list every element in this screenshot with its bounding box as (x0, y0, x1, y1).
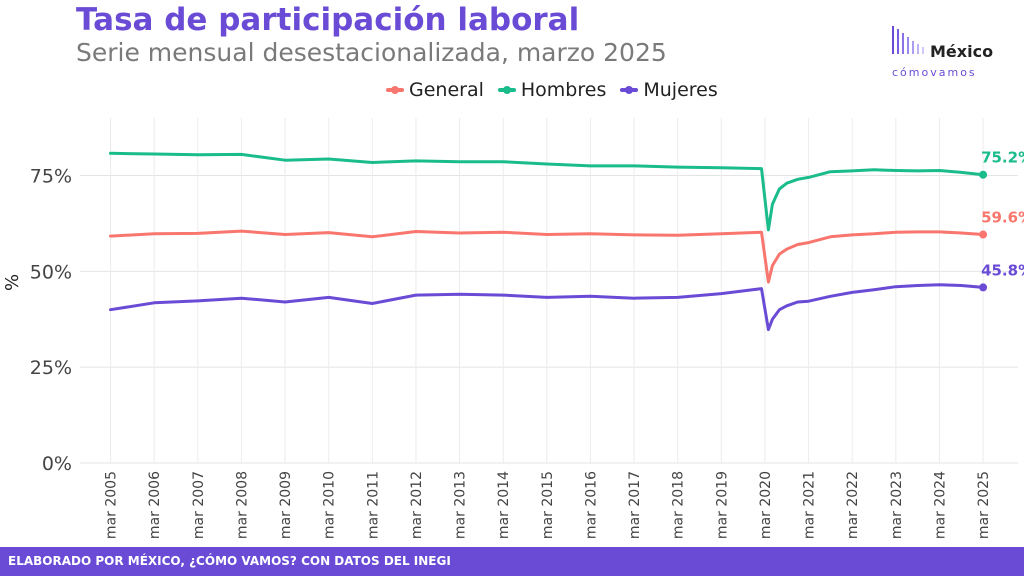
x-tick-label: mar 2021 (802, 471, 818, 539)
x-tick-label: mar 2020 (758, 471, 774, 539)
legend-swatch-mujeres (620, 86, 639, 94)
series-line-mujeres (109, 283, 985, 332)
chart-legend: General Hombres Mujeres (386, 79, 732, 101)
y-tick-label: 25% (30, 357, 72, 379)
series-line-general (109, 229, 985, 284)
x-tick-label: mar 2009 (278, 471, 294, 539)
legend-swatch-hombres (497, 86, 516, 94)
legend-item-hombres: Hombres (497, 79, 607, 101)
series-line-hombres (109, 151, 985, 232)
x-tick-label: mar 2019 (714, 471, 730, 539)
end-point-mujeres (979, 283, 988, 292)
legend-item-mujeres: Mujeres (620, 79, 718, 101)
x-tick-label: mar 2005 (104, 471, 120, 539)
x-tick-label: mar 2014 (496, 471, 512, 539)
legend-label-mujeres: Mujeres (643, 79, 718, 101)
x-tick-label: mar 2008 (234, 471, 250, 539)
logo-text-bottom: cómovamos (892, 66, 977, 79)
line-chart: 0% 25% 50% 75% mar 2005 mar 2006 mar 2007 mar 2… (30, 118, 1024, 539)
footer-credit: ELABORADO POR MÉXICO, ¿CÓMO VAMOS? CON D… (0, 547, 1024, 576)
end-point-hombres (979, 170, 988, 179)
y-tick-label: 0% (42, 453, 72, 475)
end-label-hombres: 75.2% (981, 149, 1024, 167)
x-tick-label: mar 2006 (147, 471, 163, 539)
x-tick-label: mar 2023 (889, 471, 905, 539)
end-label-general: 59.6% (981, 209, 1024, 227)
x-tick-label: mar 2013 (453, 471, 469, 539)
y-tick-label: 50% (30, 261, 72, 283)
x-tick-label: mar 2016 (583, 471, 599, 539)
x-tick-label: mar 2011 (365, 471, 381, 539)
end-label-mujeres: 45.8% (981, 261, 1024, 279)
y-tick-label: 75% (30, 166, 72, 188)
mexico-como-vamos-logo: México cómovamos (890, 22, 1010, 82)
x-tick-label: mar 2010 (322, 471, 338, 539)
x-tick-label: mar 2024 (932, 471, 948, 539)
bars-logo-icon (892, 26, 924, 54)
legend-swatch-general (386, 86, 404, 94)
logo-text-top: México (930, 42, 994, 61)
x-tick-label: mar 2012 (409, 471, 425, 539)
legend-label-general: General (409, 79, 484, 101)
chart-subtitle: Serie mensual desestacionalizada, marzo … (76, 38, 667, 67)
legend-label-hombres: Hombres (520, 79, 607, 101)
x-tick-label: mar 2007 (191, 471, 207, 539)
x-tick-label: mar 2025 (976, 471, 992, 539)
x-tick-label: mar 2017 (627, 471, 643, 539)
x-tick-label: mar 2015 (540, 471, 556, 539)
end-point-general (979, 230, 988, 239)
chart-title: Tasa de participación laboral (76, 2, 580, 38)
legend-item-general: General (386, 79, 484, 101)
x-tick-label: mar 2022 (845, 471, 861, 539)
x-tick-label: mar 2018 (671, 471, 687, 539)
